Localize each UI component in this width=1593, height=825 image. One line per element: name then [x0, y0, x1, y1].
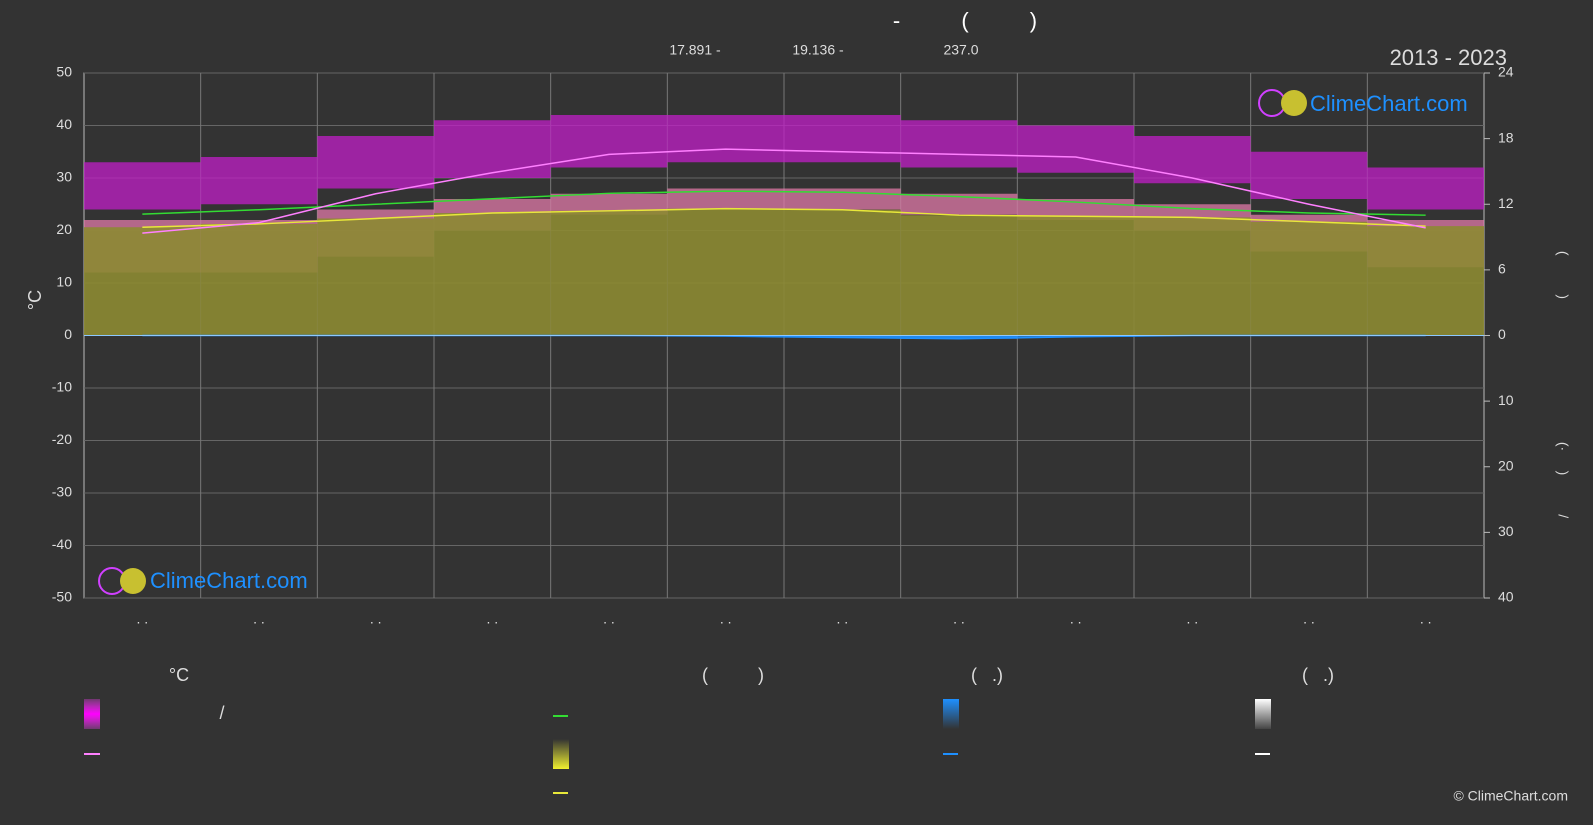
legend: °C ( ) ( .) ( .) / [84, 665, 1334, 794]
copyright: © ClimeChart.com [1453, 788, 1568, 804]
y-tick-label: 0 [64, 326, 72, 342]
area-segment [317, 218, 434, 336]
area-segment [667, 208, 784, 336]
temperature-range [550, 115, 668, 168]
x-tick-label: . . [953, 611, 965, 627]
x-tick-label: . . [1420, 611, 1432, 627]
y2-axis-label: ( ) [1555, 251, 1571, 299]
temperature-range [1367, 167, 1484, 210]
subtitle: 237.0 [943, 42, 978, 58]
temperature-range [84, 162, 201, 210]
legend-header: ( ) [702, 665, 764, 685]
legend-swatch [553, 739, 569, 769]
area-segment [1017, 216, 1134, 336]
area-segment [900, 335, 1018, 339]
area-segment [84, 227, 201, 336]
y2-tick-label: 0 [1498, 326, 1506, 342]
temperature-range [434, 120, 551, 178]
area-segment [1250, 221, 1368, 336]
subtitle: 19.136 - [792, 42, 844, 58]
temperature-range [1134, 136, 1251, 184]
plot: -50 -40 -30 -20 -10 0 10 20 30 40 50 0 6 12 18 24 10 20 30… [52, 64, 1514, 627]
y2-tick-label: 6 [1498, 261, 1506, 277]
area-segment [200, 223, 318, 336]
temperature-range [900, 193, 1018, 215]
temperature-range [784, 115, 901, 163]
y-tick-label: 10 [56, 274, 72, 290]
y3-tick-label: 20 [1498, 457, 1514, 473]
temperature-range [317, 136, 434, 189]
y-axis-label: °C [25, 290, 45, 310]
y-tick-label: 30 [56, 169, 72, 185]
line [142, 148, 1426, 234]
area-segment [784, 335, 901, 338]
period: 2013 - 2023 [1390, 45, 1507, 70]
legend-header: ( .) [1302, 665, 1334, 685]
y2-tick-label: 24 [1498, 64, 1514, 80]
x-tick-label: . . [1070, 611, 1082, 627]
x-tick-label: . . [720, 611, 732, 627]
x-tick-label: . . [253, 611, 265, 627]
logo [98, 89, 1307, 595]
area-segment [1367, 226, 1484, 336]
area-line [142, 207, 1426, 228]
y3-tick-label: 10 [1498, 392, 1514, 408]
watermark: ClimeChart.com [1310, 91, 1468, 116]
area-segment [900, 215, 1018, 336]
legend-swatch [1255, 699, 1271, 729]
y2-tick-label: 18 [1498, 129, 1514, 145]
y-tick-label: -10 [52, 379, 72, 395]
x-tick-label: . . [1186, 611, 1198, 627]
temperature-range [550, 193, 668, 215]
y2-tick-label: 12 [1498, 195, 1514, 211]
watermark: ClimeChart.com [150, 568, 308, 593]
x-tick-label: . . [1303, 611, 1315, 627]
x-tick-label: . . [136, 611, 148, 627]
line [142, 190, 1426, 216]
y3-tick-label: 40 [1498, 589, 1514, 605]
legend-swatch [943, 699, 959, 729]
temperature-range [900, 120, 1018, 168]
area-segment [1134, 217, 1251, 336]
y-tick-label: -40 [52, 536, 72, 552]
temperature-range [1250, 151, 1368, 199]
x-tick-label: . . [603, 611, 615, 627]
area-segment [434, 213, 551, 336]
temperature-range [200, 157, 318, 205]
x-tick-label: . . [836, 611, 848, 627]
y3-tick-label: 30 [1498, 523, 1514, 539]
y-tick-label: 20 [56, 221, 72, 237]
legend-header: ( .) [971, 665, 1003, 685]
temperature-range [667, 115, 784, 163]
x-tick-label: . . [486, 611, 498, 627]
temperature-range [1017, 125, 1134, 173]
x-tick-label: . . [370, 611, 382, 627]
y-tick-label: 40 [56, 116, 72, 132]
y3-axis-label: (· ) / [1555, 442, 1571, 518]
y-tick-label: 50 [56, 64, 72, 80]
chart-title: - ( ) [893, 8, 1037, 33]
area-segment [784, 209, 901, 336]
temperature-range [667, 188, 784, 210]
legend-header: °C [169, 665, 189, 685]
subtitle: 17.891 - [669, 42, 721, 58]
y-tick-label: -30 [52, 484, 72, 500]
y-tick-label: -20 [52, 431, 72, 447]
legend-note: / [219, 703, 224, 723]
area-segment [550, 210, 668, 336]
y-tick-label: -50 [52, 589, 72, 605]
legend-swatch [84, 699, 100, 729]
